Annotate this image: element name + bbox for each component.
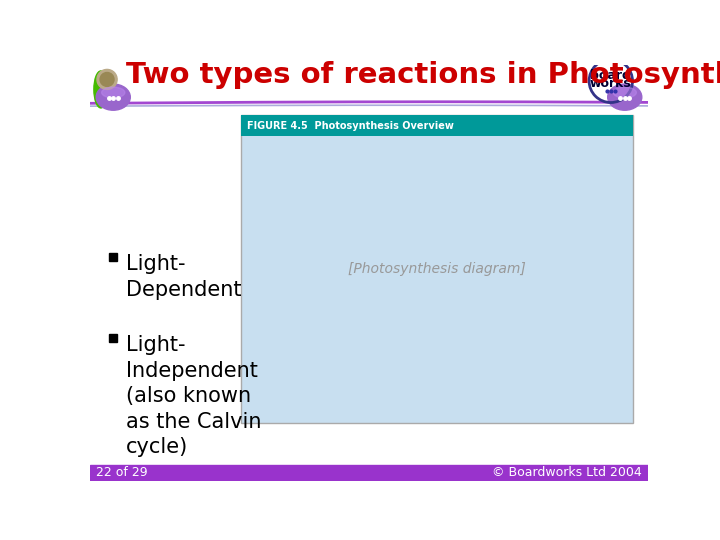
Circle shape xyxy=(100,72,114,86)
Text: Light-
Dependent: Light- Dependent xyxy=(126,254,241,300)
Circle shape xyxy=(589,59,632,103)
Bar xyxy=(90,465,648,481)
Ellipse shape xyxy=(94,71,108,108)
Text: 22 of 29: 22 of 29 xyxy=(96,467,148,480)
Circle shape xyxy=(97,70,117,90)
Text: © Boardworks Ltd 2004: © Boardworks Ltd 2004 xyxy=(492,467,642,480)
Ellipse shape xyxy=(96,84,130,110)
Text: FIGURE 4.5  Photosynthesis Overview: FIGURE 4.5 Photosynthesis Overview xyxy=(248,120,454,131)
Text: Two types of reactions in Photosynthesis: Two types of reactions in Photosynthesis xyxy=(127,61,720,89)
Text: Light-
Independent
(also known
as the Calvin
cycle): Light- Independent (also known as the Ca… xyxy=(126,335,261,457)
Ellipse shape xyxy=(608,84,642,110)
Text: works: works xyxy=(590,77,631,90)
Ellipse shape xyxy=(102,87,125,98)
Ellipse shape xyxy=(613,87,636,98)
Bar xyxy=(241,115,632,137)
Text: [Photosynthesis diagram]: [Photosynthesis diagram] xyxy=(348,262,526,276)
Bar xyxy=(241,115,632,423)
Text: board: board xyxy=(590,69,631,82)
